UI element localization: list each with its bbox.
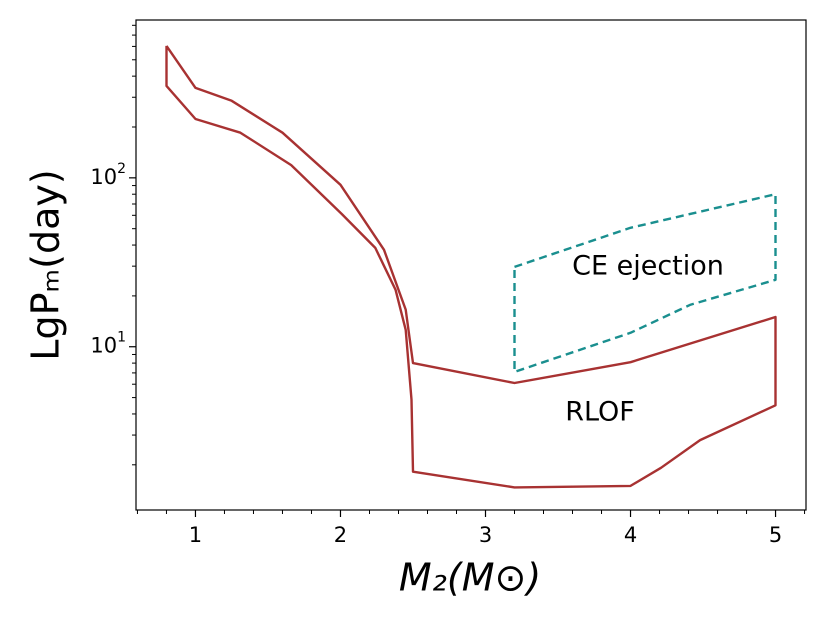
x-axis-label: M₂(M⊙) <box>399 556 541 600</box>
y-tick-base: 10 <box>90 334 117 358</box>
plot-frame <box>135 19 807 511</box>
series-line <box>513 193 777 374</box>
x-tick-label: 2 <box>334 523 347 547</box>
y-tick-exp: 1 <box>117 330 126 346</box>
y-tick-exp: 2 <box>117 161 126 177</box>
y-tick-label: 102 <box>90 161 126 189</box>
y-tick-label: 101 <box>90 330 126 358</box>
annotation: CE ejection <box>572 251 724 282</box>
x-tick-label: 4 <box>624 523 637 547</box>
y-tick-base: 10 <box>90 165 117 189</box>
y-axis-label: LgPₘ(day) <box>24 169 68 360</box>
x-tick-label: 3 <box>479 523 492 547</box>
x-tick-label: 5 <box>769 523 782 547</box>
x-tick-label: 1 <box>189 523 202 547</box>
annotation: RLOF <box>565 397 635 428</box>
series-line <box>165 45 777 489</box>
